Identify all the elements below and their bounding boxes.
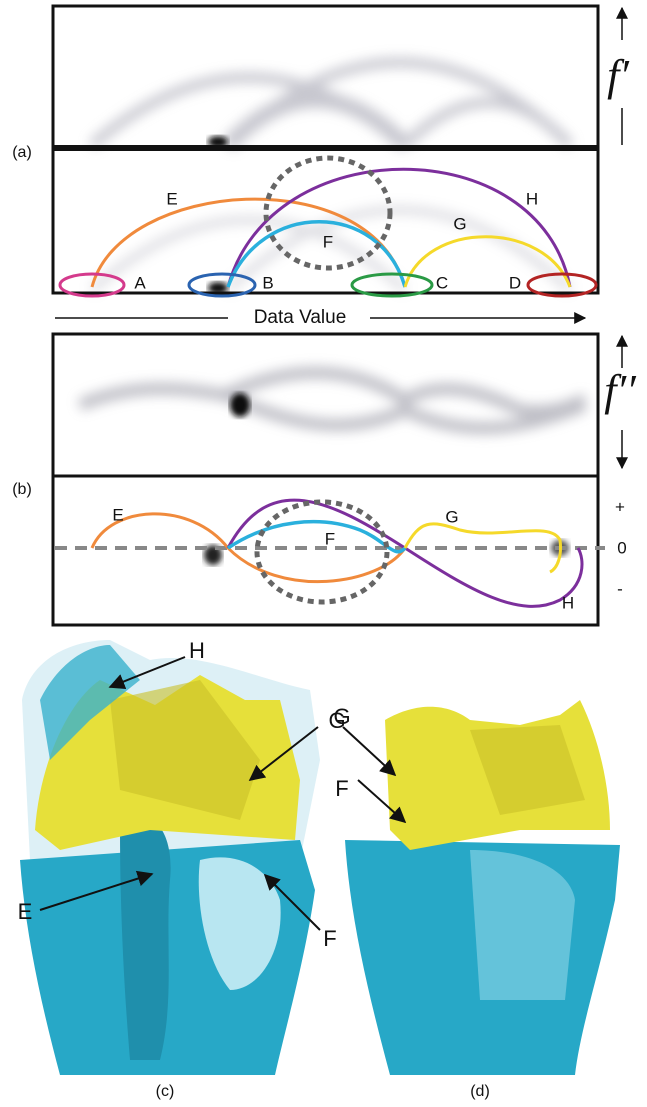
density-smear [77, 366, 588, 435]
smear [401, 97, 574, 149]
point-ring [526, 272, 598, 298]
annotation: F [323, 926, 336, 951]
point-ring [187, 272, 257, 298]
smear [225, 206, 573, 293]
panel-label: (c) [156, 1083, 175, 1100]
structure-h [40, 645, 140, 760]
arc-label: H [526, 189, 538, 208]
sign-label: 0 [617, 538, 626, 557]
dense-spot [208, 282, 228, 294]
axis-label: f′′ [604, 366, 637, 415]
structure-f [198, 857, 281, 990]
surface-shade [470, 850, 575, 1000]
curve-label: G [445, 507, 458, 526]
surface-shade [470, 725, 585, 815]
panel-d: (d) [342, 700, 620, 1100]
smear [222, 92, 411, 151]
point-ring [350, 272, 434, 298]
panel-label: (b) [12, 481, 32, 498]
smear [77, 366, 587, 417]
annotation-arrow [248, 726, 319, 781]
annotation-arrow [108, 656, 186, 690]
curve-g [403, 522, 562, 574]
panel-frame [51, 474, 600, 627]
arc-h [226, 167, 572, 288]
point-label: C [436, 273, 448, 292]
label-bg [228, 306, 370, 330]
arc-label: E [166, 189, 177, 208]
smear [89, 216, 408, 293]
panel-c: H G E F (c) [18, 638, 346, 1100]
highlight-circle [254, 499, 390, 605]
panel-label: (d) [470, 1083, 490, 1100]
arc-f [226, 220, 407, 288]
surface-shade [110, 680, 260, 820]
annotation-arrow [263, 873, 321, 931]
annotation: H [189, 638, 205, 663]
arc-g [403, 235, 572, 288]
density-smear [89, 206, 573, 293]
curve-label: E [112, 505, 123, 524]
dense-spot [230, 393, 250, 417]
point-ring [58, 272, 126, 298]
panel-label: (a) [12, 144, 32, 161]
curve-label: F [325, 529, 335, 548]
arc-label: F [323, 232, 333, 251]
curve-h [226, 498, 584, 608]
annotation: E [18, 899, 33, 924]
point-label: A [134, 273, 146, 292]
annotation: G [333, 704, 350, 729]
annotation-arrow [342, 726, 397, 777]
structure-e [120, 818, 171, 1060]
annotation-arrow [357, 779, 407, 824]
point-label: B [262, 273, 273, 292]
highlight-circle [263, 155, 393, 271]
panel-b: E F G H f′′ + 0 - (b) [12, 332, 637, 627]
annotation: F [335, 776, 348, 801]
smear [222, 389, 588, 435]
density-smear [88, 57, 574, 151]
panel-a: E F G H A B C D Data Value f′ (a) [12, 4, 630, 330]
axis-label: f′ [607, 51, 630, 100]
point-label: D [509, 273, 521, 292]
annotation: G [328, 708, 345, 733]
arc-label: G [453, 214, 466, 233]
sign-label: - [617, 579, 623, 598]
curve-label: H [562, 593, 574, 612]
x-axis-label: Data Value [254, 307, 347, 328]
sign-label: + [615, 497, 625, 516]
annotation-arrow [39, 870, 154, 911]
